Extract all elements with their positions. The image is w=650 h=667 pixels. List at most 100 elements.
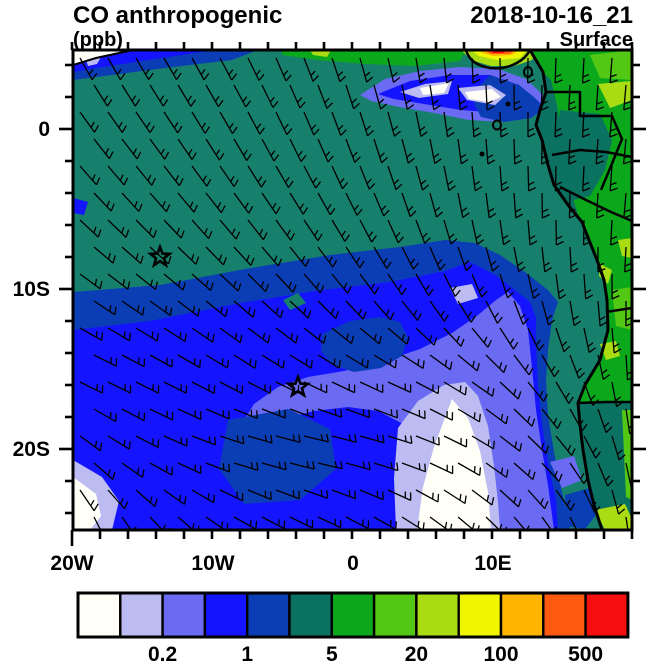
wind-barb (219, 435, 245, 445)
wind-barb (513, 84, 522, 111)
wind-barb (499, 489, 522, 508)
hotspot-contour (464, 50, 532, 70)
map-region-darkblue-blob (321, 317, 408, 372)
wind-barb (443, 435, 468, 448)
wind-barb (527, 219, 538, 246)
wind-barb (583, 381, 599, 406)
wind-barb (135, 273, 159, 291)
wind-barb (233, 408, 258, 420)
wind-barb (149, 462, 174, 476)
wind-barb (163, 435, 188, 447)
wind-barb (317, 138, 334, 163)
wind-barb (345, 354, 369, 369)
wind-barb (541, 354, 560, 378)
wind-barb (261, 192, 281, 215)
wind-barb (359, 57, 374, 83)
wind-barb (415, 381, 440, 395)
x-tick-label: 10E (474, 552, 511, 575)
wind-barb (191, 57, 210, 81)
wind-barb (345, 246, 365, 269)
wind-barb (289, 138, 307, 162)
wind-barb (79, 489, 99, 512)
colorbar-label: 5 (326, 643, 338, 666)
wind-barb (79, 435, 103, 452)
wind-barb (289, 408, 315, 419)
wind-barb (540, 84, 549, 111)
wind-barb (79, 219, 102, 238)
wind-barb (513, 246, 526, 273)
wind-barb (205, 246, 227, 266)
colorbar-cell (245, 591, 291, 639)
nw-contour (73, 50, 134, 66)
wind-barb (93, 462, 116, 480)
wind-barb (331, 111, 347, 136)
wind-barb (219, 111, 238, 134)
wind-barb (107, 489, 129, 510)
plot-datetime: 2018-10-16_21 (470, 2, 633, 29)
wind-barb (289, 354, 313, 369)
wind-barb (471, 111, 482, 138)
wind-barb (485, 84, 495, 111)
wind-barb (387, 111, 401, 137)
wind-barb (163, 165, 184, 187)
wind-barb (247, 327, 271, 344)
wind-barb (569, 354, 585, 379)
wind-barb (79, 165, 101, 186)
wind-barb (93, 84, 113, 107)
wind-barb (275, 489, 301, 500)
colorbar-cell (76, 591, 122, 639)
wind-barb (289, 192, 309, 215)
wind-barb (513, 300, 529, 325)
wind-barb (233, 300, 256, 318)
wind-barb (163, 57, 182, 80)
wind-barb (275, 434, 301, 444)
wind-barb (191, 165, 212, 187)
wind-barb (401, 300, 422, 321)
wind-barb (205, 300, 229, 318)
wind-barb (191, 111, 211, 134)
wind-barb (457, 192, 470, 219)
wind-barb (569, 408, 588, 432)
colorbar-label: 1 (241, 643, 253, 666)
wind-barb (191, 381, 216, 394)
wind-barb (443, 381, 467, 396)
wind-barb (205, 462, 231, 473)
wind-barb (93, 300, 117, 316)
colorbar-cell (499, 591, 545, 639)
wind-barb (317, 354, 341, 369)
wind-barb (415, 165, 430, 191)
wind-barb (415, 273, 434, 296)
wind-barb (247, 219, 268, 241)
wind-barb (163, 273, 186, 291)
wind-barb (513, 408, 536, 427)
wind-barb (275, 111, 293, 136)
wind-barb (303, 165, 322, 189)
wind-barb (219, 273, 242, 292)
wind-barb (261, 138, 280, 162)
country-border-5 (577, 400, 632, 405)
x-tick-label: 10W (191, 552, 234, 575)
wind-barb (135, 489, 158, 507)
wind-barb (79, 57, 98, 81)
wind-barb (345, 461, 371, 471)
y-tick-label: 20S (13, 438, 50, 461)
wind-barb (261, 84, 279, 108)
wind-barb (163, 219, 185, 239)
wind-barb (261, 516, 286, 530)
wind-barb (443, 327, 465, 347)
wind-barb (275, 165, 294, 188)
wind-barb (485, 192, 497, 219)
wind-barb (387, 381, 412, 393)
wind-barb (303, 433, 329, 443)
colorbar-cell (372, 591, 418, 639)
colorbar-cell (330, 591, 376, 639)
wind-barb (623, 192, 632, 219)
axis-labels: 20W 10W 0 10E 0 10S 20S (13, 118, 512, 575)
wind-barb (359, 111, 374, 137)
wind-barb (597, 408, 613, 434)
wind-barb (581, 111, 591, 138)
wind-barb (149, 138, 170, 160)
wind-barb (93, 246, 116, 264)
wind-barb (303, 57, 319, 82)
